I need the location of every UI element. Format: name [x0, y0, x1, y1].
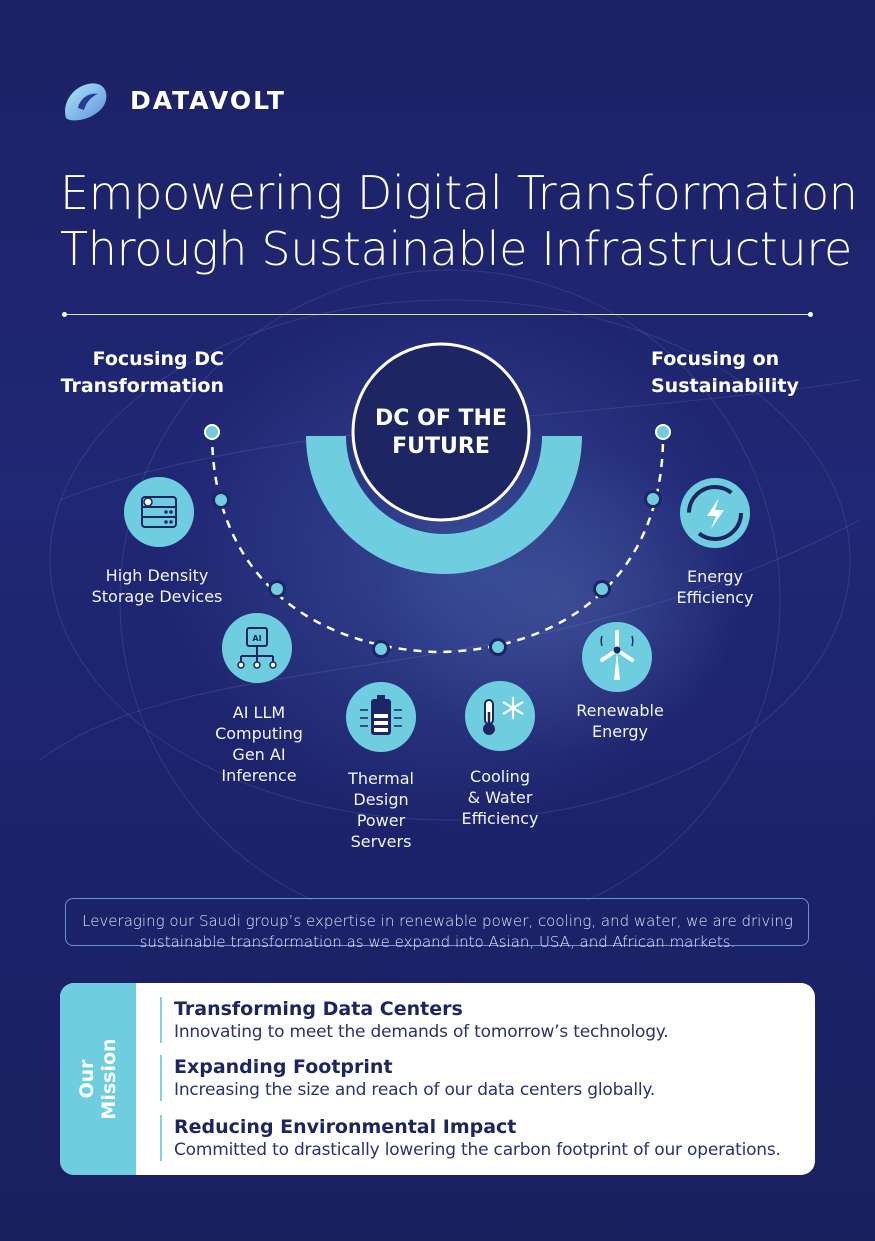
item-label-line: Computing — [215, 724, 303, 743]
item-label-line: Energy — [591, 722, 648, 741]
energy-cycle-icon — [680, 478, 750, 548]
orbit-lines — [39, 269, 861, 900]
center-label: DC OF THE FUTURE — [356, 405, 526, 461]
item-label-line: High Density — [105, 566, 209, 585]
left-heading-line-1: Focusing DC — [92, 348, 224, 370]
item-label-line: Thermal — [348, 769, 414, 788]
statement-line-2: sustainable transformation as we expand … — [139, 933, 736, 951]
left-section-heading: Focusing DC Transformation — [60, 346, 224, 400]
center-label-line-1: DC OF THE — [375, 406, 507, 431]
item-label-line: Servers — [350, 832, 412, 851]
item-label-energy: Energy Efficiency — [662, 566, 768, 608]
right-heading-line-2: Sustainability — [651, 375, 799, 397]
datavolt-logo-icon — [64, 83, 107, 121]
ai-chip-icon: AI — [222, 613, 292, 683]
title-line-2: Through Sustainable Infrastructure — [60, 222, 852, 276]
item-label-line: AI LLM — [232, 703, 286, 722]
mission-item-title: Reducing Environmental Impact — [174, 1116, 517, 1138]
mission-tag-line-2: Mission — [98, 1038, 120, 1120]
item-label-line: & Water — [467, 788, 533, 807]
mission-tag: Our Mission — [60, 983, 136, 1175]
mission-item-title: Expanding Footprint — [174, 1056, 393, 1078]
battery-icon — [346, 682, 416, 752]
item-label-line: Storage Devices — [91, 587, 223, 606]
item-label-line: Design — [353, 790, 409, 809]
statement-line-1: Leveraging our Saudi group’s expertise i… — [82, 912, 793, 930]
page-title: Empowering Digital Transformation Throug… — [60, 165, 858, 277]
svg-text:AI: AI — [252, 634, 261, 643]
mission-item-desc: Increasing the size and reach of our dat… — [174, 1080, 656, 1100]
right-section-heading: Focusing on Sustainability — [651, 346, 831, 400]
item-label-renewable: Renewable Energy — [564, 700, 676, 742]
thermometer-snowflake-icon — [465, 681, 535, 751]
item-label-ai: AI LLM Computing Gen AI Inference — [205, 702, 313, 786]
center-label-line-2: FUTURE — [392, 434, 490, 459]
center-circle — [351, 342, 531, 522]
item-label-line: Energy — [686, 567, 743, 586]
statement-box — [65, 898, 809, 946]
item-label-line: Power — [356, 811, 406, 830]
item-label-line: Gen AI — [232, 745, 286, 764]
statement-text: Leveraging our Saudi group’s expertise i… — [70, 911, 805, 953]
item-label-line: Renewable — [576, 701, 664, 720]
item-label-line: Inference — [221, 766, 297, 785]
title-line-1: Empowering Digital Transformation — [60, 166, 858, 220]
connector-nodes — [212, 490, 662, 658]
dc-future-diagram: AI — [39, 269, 861, 900]
mission-item: Expanding Footprint Increasing the size … — [160, 1055, 814, 1101]
connector-end-left — [204, 424, 220, 440]
item-label-line: Efficiency — [461, 809, 539, 828]
brand-name: DATAVOLT — [130, 86, 286, 115]
mission-side-bar — [60, 983, 136, 1175]
mission-item-desc: Committed to drastically lowering the ca… — [174, 1140, 781, 1160]
item-label-thermal: Thermal Design Power Servers — [330, 768, 432, 852]
item-label-line: Cooling — [470, 767, 530, 786]
mission-item: Transforming Data Centers Innovating to … — [160, 997, 814, 1043]
center-arc — [306, 436, 582, 574]
mission-card: Our Mission Transforming Data Centers In… — [60, 983, 815, 1175]
item-label-line: Efficiency — [676, 588, 754, 607]
connector-end-right — [655, 424, 671, 440]
storage-rack-icon — [124, 477, 194, 547]
mission-item-desc: Innovating to meet the demands of tomorr… — [174, 1022, 669, 1042]
title-divider — [62, 312, 813, 317]
mission-item: Reducing Environmental Impact Committed … — [160, 1115, 814, 1161]
mission-tag-line-1: Our — [76, 1059, 98, 1099]
dashed-connector — [210, 431, 665, 654]
left-heading-line-2: Transformation — [60, 375, 224, 397]
item-label-cooling: Cooling & Water Efficiency — [446, 766, 554, 829]
item-label-storage: High Density Storage Devices — [84, 565, 230, 607]
mission-item-title: Transforming Data Centers — [174, 998, 463, 1020]
right-heading-line-1: Focusing on — [651, 348, 780, 370]
wind-turbine-icon — [582, 622, 652, 692]
